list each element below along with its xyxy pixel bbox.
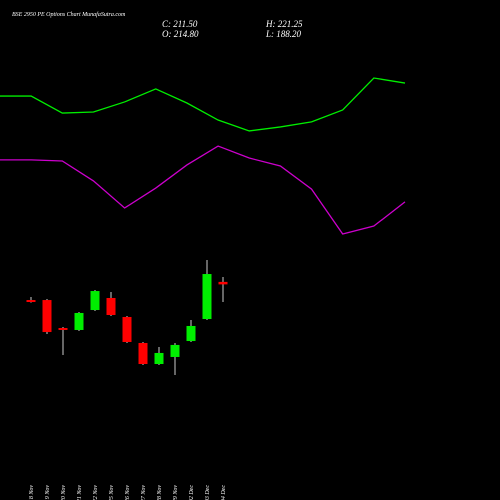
candle-body [58, 328, 68, 330]
chart-title: BSE 2950 PE Options Chart MunafaSutra.co… [12, 11, 126, 18]
candle-body [42, 300, 52, 333]
indicator-line [0, 145, 406, 235]
candle-body [186, 325, 196, 342]
x-tick-label: 29 Nov [173, 485, 179, 500]
candle-body [170, 344, 180, 357]
candle-body [74, 312, 84, 330]
close-label: C: 211.50 [162, 19, 198, 29]
x-tick-label: 26 Nov [125, 485, 131, 500]
candle-body [106, 297, 116, 316]
open-label: O: 214.80 [162, 29, 199, 39]
x-tick-label: 21 Nov [77, 485, 83, 500]
x-tick-label: 02 Dec [189, 485, 195, 500]
low-label: L: 188.20 [265, 29, 302, 39]
candle-body [26, 300, 36, 303]
candle-body [218, 281, 228, 285]
candle-body [138, 342, 148, 365]
high-label: H: 221.25 [265, 19, 303, 29]
candle-body [154, 352, 164, 365]
candle-body [122, 316, 132, 343]
x-tick-label: 25 Nov [109, 485, 115, 500]
candle-body [202, 274, 212, 320]
x-tick-label: 19 Nov [45, 485, 51, 500]
x-tick-label: 04 Dec [220, 485, 227, 500]
x-tick-label: 18 Nov [29, 485, 35, 500]
indicator-line [0, 77, 406, 132]
x-tick-label: 27 Nov [141, 485, 147, 500]
x-tick-label: 28 Nov [157, 485, 163, 500]
candle-body [90, 291, 100, 311]
x-tick-label: 22 Nov [93, 485, 99, 500]
x-tick-label: 03 Dec [205, 485, 211, 500]
x-tick-label: 20 Nov [61, 485, 67, 500]
